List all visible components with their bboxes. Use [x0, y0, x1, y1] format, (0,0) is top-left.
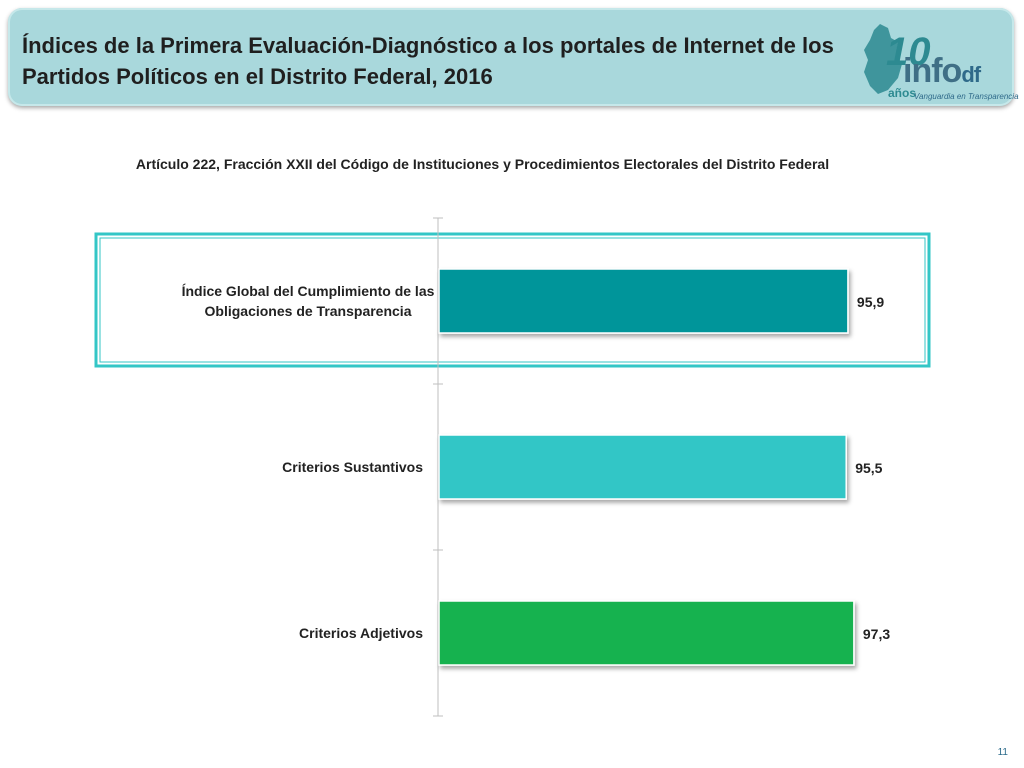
infodf-logo: 10 años infodf Vanguardia en Transparenc…: [858, 20, 1019, 104]
logo-brand-main: info: [903, 52, 962, 90]
logo-brand: infodf: [903, 52, 981, 92]
title-line-1: Índices de la Primera Evaluación-Diagnós…: [22, 33, 834, 58]
category-label-2: Criterios Sustantivos: [282, 459, 423, 475]
category-label-3: Criterios Adjetivos: [299, 625, 423, 641]
title-banner: Índices de la Primera Evaluación-Diagnós…: [8, 8, 1019, 106]
bar-3: [438, 600, 855, 666]
chart-title: Artículo 222, Fracción XXII del Código d…: [135, 156, 830, 172]
category-label-1: Índice Global del Cumplimiento de las: [182, 283, 435, 299]
data-label-1: 95,9: [857, 294, 884, 310]
data-label-2: 95,5: [855, 460, 882, 476]
slide-title: Índices de la Primera Evaluación-Diagnós…: [22, 30, 862, 92]
category-label-1: Obligaciones de Transparencia: [205, 303, 412, 319]
bar-1: [438, 268, 849, 334]
highlight-frame: [94, 232, 931, 368]
logo-tagline: Vanguardia en Transparencia: [914, 92, 1019, 101]
page-number: 11: [997, 747, 1008, 758]
bar-2: [438, 434, 847, 500]
data-label-3: 97,3: [863, 626, 890, 642]
title-line-2: Partidos Políticos en el Distrito Federa…: [22, 64, 493, 89]
logo-years-word: años: [888, 86, 917, 100]
highlight-frame-inner: [99, 237, 926, 363]
logo-years: 10: [886, 30, 931, 74]
logo-brand-suffix: df: [961, 62, 981, 87]
map-silhouette-icon: [864, 24, 902, 94]
